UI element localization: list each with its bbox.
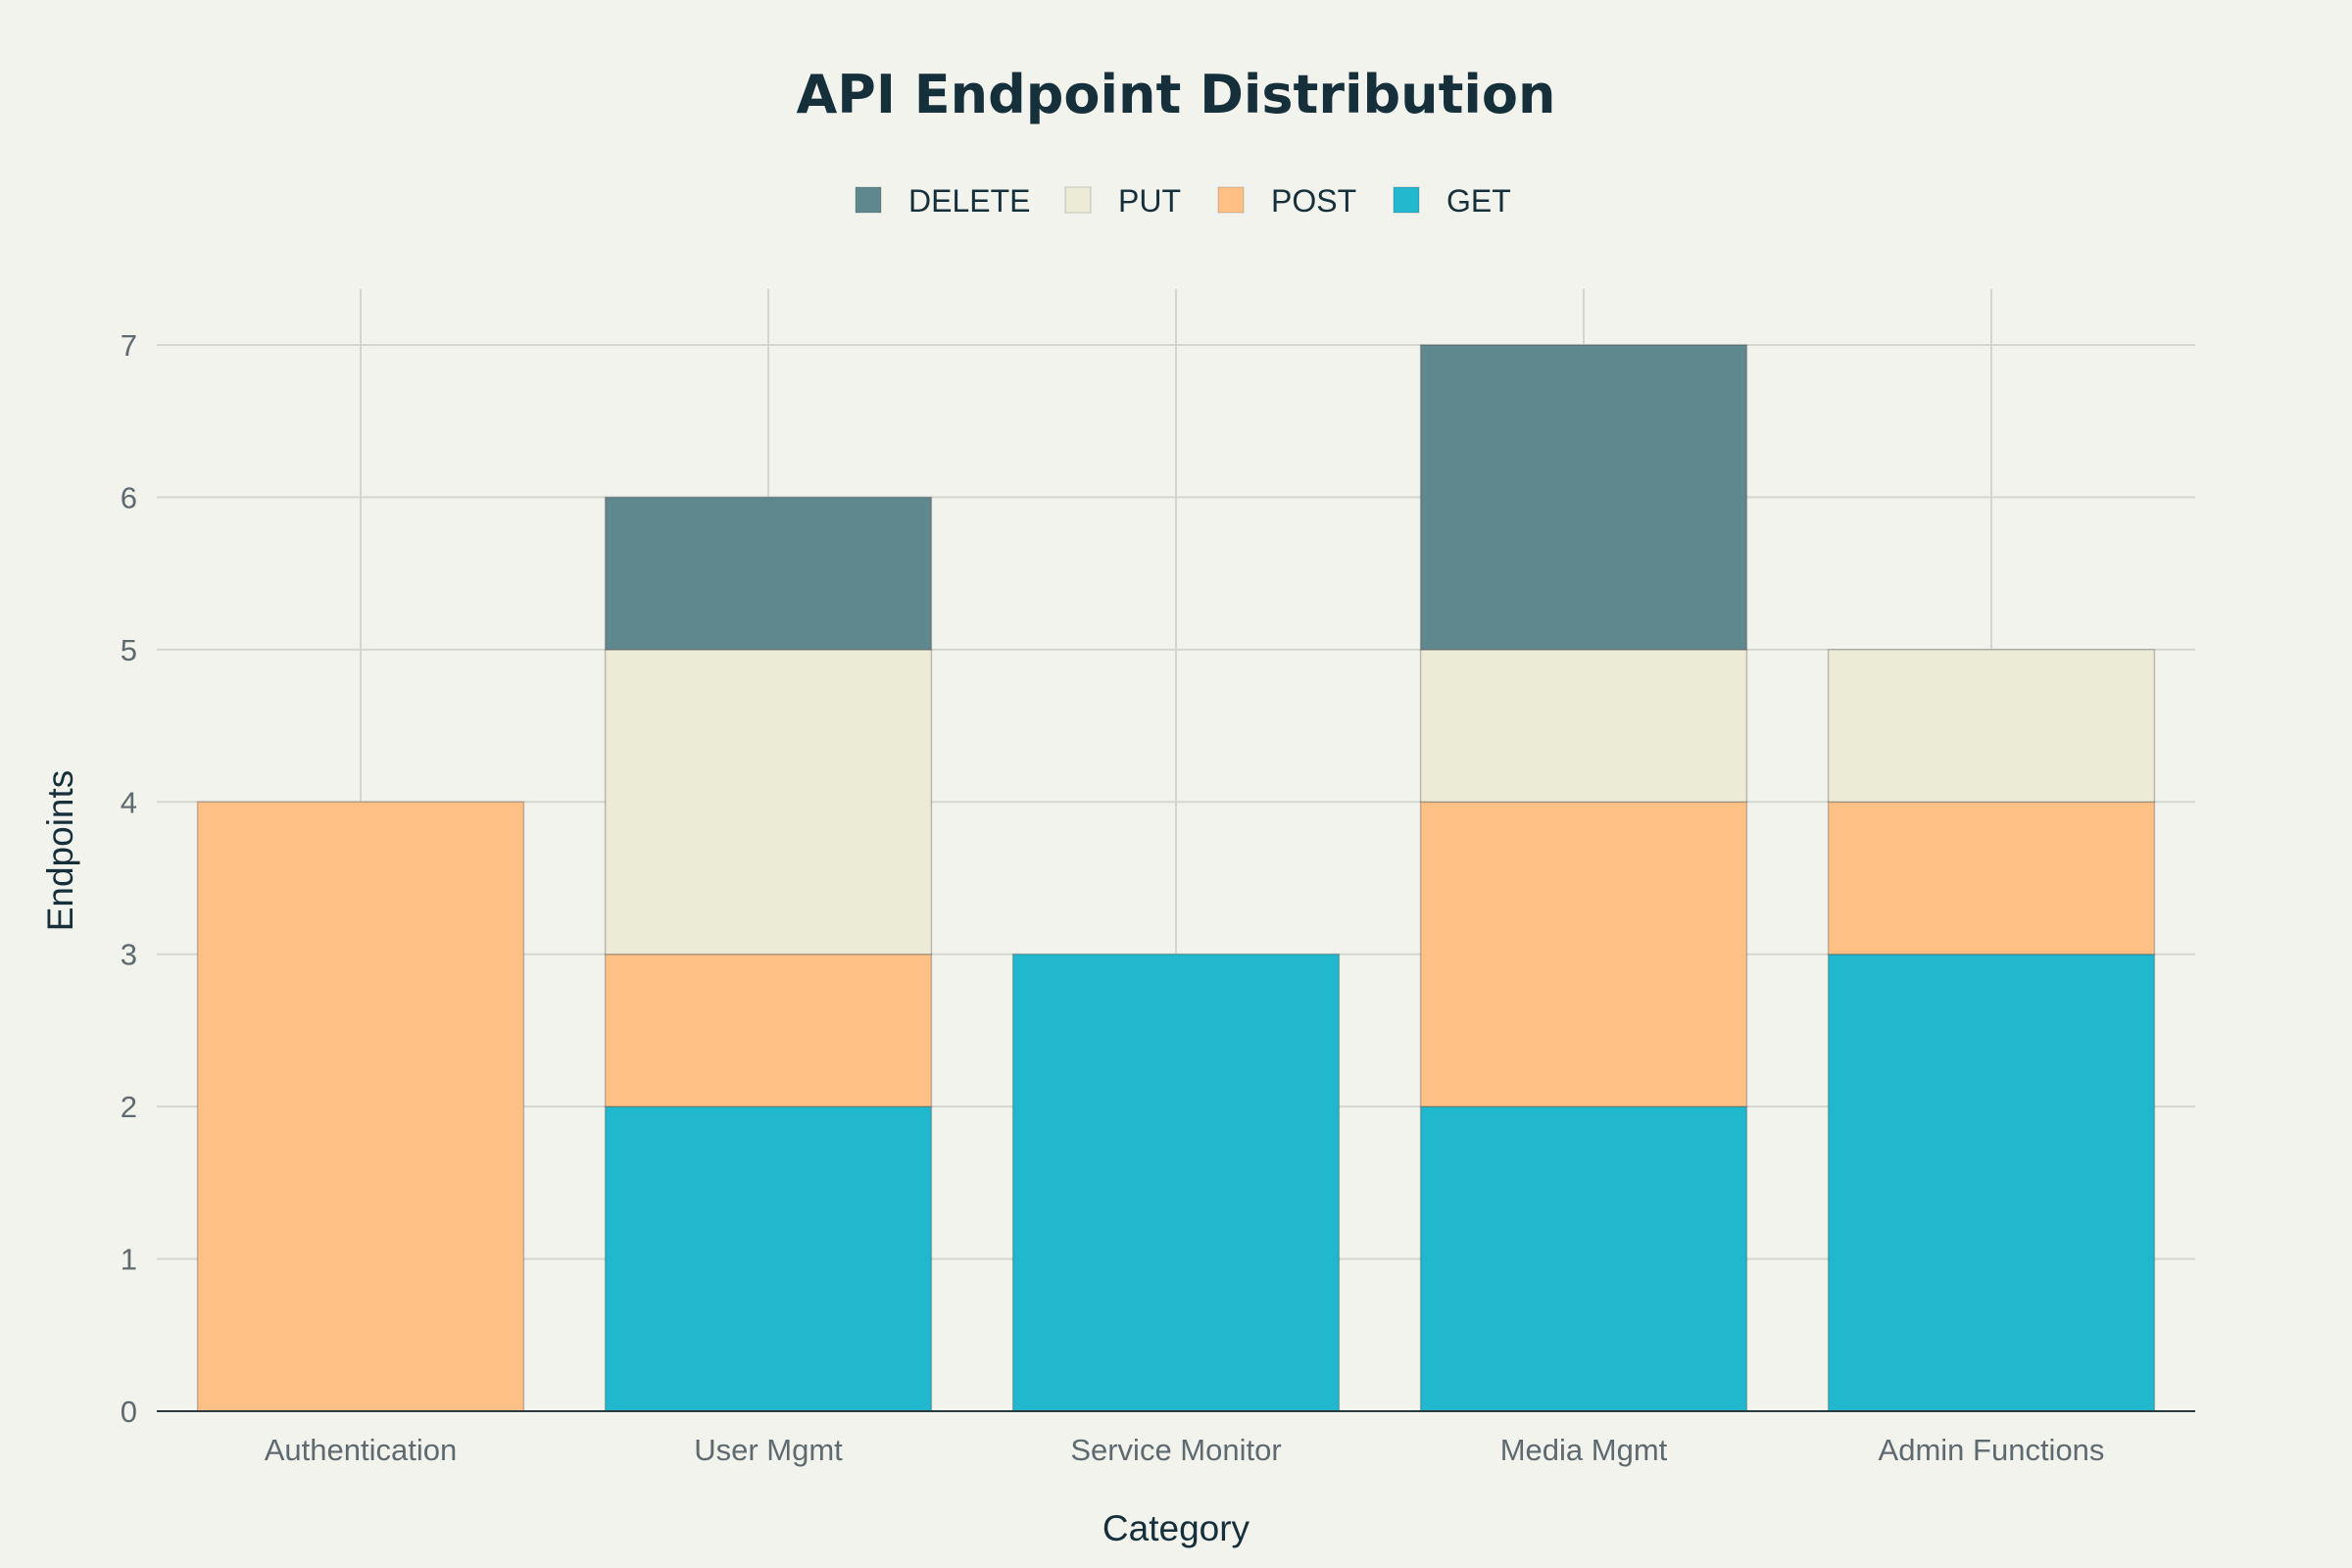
x-tick-label: Service Monitor [1070, 1433, 1281, 1467]
x-axis-title: Category [1102, 1508, 1250, 1548]
legend-swatch [1217, 186, 1245, 214]
bars [196, 344, 2156, 1412]
bar-get-user-mgmt[interactable] [604, 1105, 933, 1412]
bar-get-media-mgmt[interactable] [1419, 1105, 1748, 1412]
y-tick-label: 7 [121, 328, 137, 363]
legend-label: POST [1271, 183, 1356, 219]
legend: DELETE PUT POST GET [855, 183, 1511, 219]
y-tick-label: 2 [121, 1090, 137, 1124]
y-axis-title: Endpoints [40, 770, 80, 932]
bar-post-admin-functions[interactable] [1827, 801, 2156, 956]
bar-get-admin-functions[interactable] [1827, 953, 2156, 1412]
bar-post-media-mgmt[interactable] [1419, 801, 1748, 1107]
legend-item-put[interactable]: PUT [1064, 183, 1181, 219]
bar-delete-media-mgmt[interactable] [1419, 344, 1748, 651]
legend-item-post[interactable]: POST [1217, 183, 1356, 219]
y-tick-label: 3 [121, 938, 137, 972]
bar-put-admin-functions[interactable] [1827, 649, 2156, 804]
bar-put-media-mgmt[interactable] [1419, 649, 1748, 804]
legend-label: DELETE [908, 183, 1030, 219]
x-tick-label: Admin Functions [1879, 1433, 2105, 1467]
legend-item-get[interactable]: GET [1393, 183, 1511, 219]
y-tick-label: 4 [121, 785, 137, 819]
legend-item-delete[interactable]: DELETE [855, 183, 1030, 219]
x-tick-label: User Mgmt [694, 1433, 843, 1467]
legend-swatch [855, 186, 882, 214]
chart-title: API Endpoint Distribution [797, 64, 1556, 125]
legend-label: GET [1446, 183, 1511, 219]
legend-swatch [1393, 186, 1420, 214]
bar-get-service-monitor[interactable] [1011, 953, 1341, 1412]
y-tick-label: 6 [121, 480, 137, 514]
x-tick-label: Authentication [265, 1433, 457, 1467]
legend-swatch [1064, 186, 1092, 214]
bar-post-authentication[interactable] [196, 801, 525, 1412]
y-tick-label: 5 [121, 633, 137, 667]
x-axis-ticks: Authentication User Mgmt Service Monitor Me… [265, 1433, 2105, 1467]
x-tick-label: Media Mgmt [1500, 1433, 1668, 1467]
y-tick-label: 0 [121, 1395, 137, 1429]
bar-delete-user-mgmt[interactable] [604, 496, 933, 651]
bar-put-user-mgmt[interactable] [604, 649, 933, 956]
y-tick-label: 1 [121, 1243, 137, 1277]
y-axis-ticks: 0 1 2 3 4 5 6 7 [121, 328, 137, 1429]
bar-post-user-mgmt[interactable] [604, 953, 933, 1107]
legend-label: PUT [1118, 183, 1181, 219]
